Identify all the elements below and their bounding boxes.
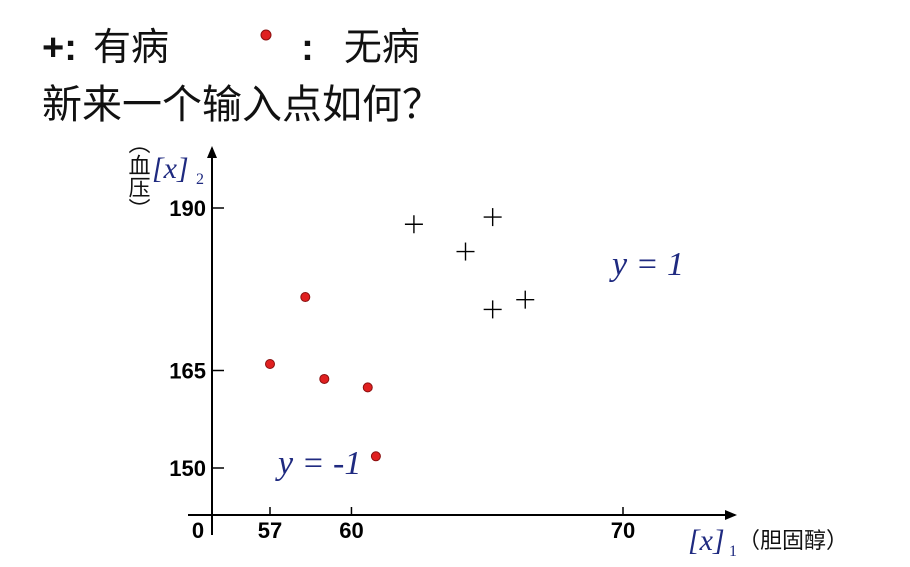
dot-point <box>265 359 275 369</box>
legend: +: 有病 : 无病 <box>42 16 420 69</box>
plus-point <box>516 290 535 309</box>
y-tick-label: 190 <box>169 196 206 221</box>
x-tick-label: 70 <box>611 518 635 543</box>
plus-point <box>483 208 502 227</box>
dot-point <box>370 451 381 462</box>
plus-point <box>483 300 502 319</box>
dot-point <box>362 382 373 393</box>
x-axis-label-var: [x] <box>688 524 725 557</box>
x-axis-label-sub: 1 <box>729 543 737 560</box>
data-points <box>265 208 535 462</box>
y-ticks: 150 165 190 <box>169 196 224 481</box>
x-ticks: 0 57 60 70 <box>192 507 635 543</box>
y-axis-label-cn: （血压） <box>125 132 151 220</box>
dot-legend-symbol: : <box>301 27 314 69</box>
series-annotations: y = 1 y = -1 <box>275 246 684 482</box>
plus-legend-symbol: +: <box>42 27 77 69</box>
x-tick-label: 57 <box>258 518 282 543</box>
y-tick-label: 165 <box>169 359 206 384</box>
y-tick-label: 150 <box>169 456 206 481</box>
dot-legend-icon <box>260 29 272 41</box>
plus-point <box>404 215 423 234</box>
series-annotation: y = 1 <box>609 246 684 283</box>
plus-point <box>456 242 475 261</box>
question-text: 新来一个输入点如何？ <box>42 82 442 128</box>
x-tick-label: 60 <box>339 518 363 543</box>
x-axis-label-cn: （胆固醇） <box>738 529 848 554</box>
dot-point <box>300 292 311 303</box>
series-annotation: y = -1 <box>275 445 361 482</box>
y-axis-label-var: [x] <box>152 152 189 185</box>
plus-legend-label: 有病 <box>92 25 169 69</box>
dot-legend-label: 无病 <box>343 25 420 69</box>
dot-point <box>319 373 330 384</box>
x-tick-label: 0 <box>192 518 204 543</box>
y-axis-label-sub: 2 <box>196 171 204 188</box>
